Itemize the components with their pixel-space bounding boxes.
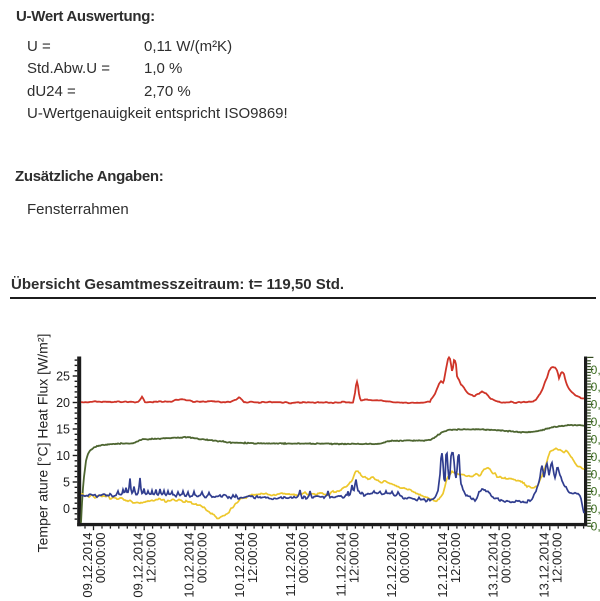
svg-text:12:00:00: 12:00:00	[144, 533, 159, 584]
svg-text:11.12.2014: 11.12.2014	[334, 533, 349, 597]
svg-text:0,0: 0,0	[591, 502, 600, 516]
svg-text:09.12.2014: 09.12.2014	[80, 533, 95, 598]
svg-text:11.12.2014: 11.12.2014	[283, 533, 298, 597]
svg-text:12:00:00: 12:00:00	[347, 533, 362, 584]
svg-text:15: 15	[56, 423, 70, 437]
svg-text:0,0: 0,0	[591, 380, 600, 394]
svg-text:09.12.2014: 09.12.2014	[131, 533, 146, 598]
svg-text:12:00:00: 12:00:00	[448, 533, 463, 584]
svg-text:0,0: 0,0	[591, 398, 600, 412]
svg-text:0,0: 0,0	[591, 450, 600, 464]
svg-text:00:00:00: 00:00:00	[296, 533, 311, 584]
svg-text:25: 25	[56, 370, 70, 384]
svg-text:12.12.2014: 12.12.2014	[384, 533, 399, 598]
svg-text:0,0: 0,0	[591, 415, 600, 429]
svg-text:00:00:00: 00:00:00	[194, 533, 209, 584]
svg-text:00:00:00: 00:00:00	[397, 533, 412, 584]
svg-text:13.12.2014: 13.12.2014	[486, 533, 501, 598]
svg-text:10.12.2014: 10.12.2014	[232, 533, 247, 598]
svg-text:20: 20	[56, 396, 70, 410]
svg-text:12:00:00: 12:00:00	[549, 533, 564, 584]
svg-text:13.12.2014: 13.12.2014	[536, 533, 551, 598]
svg-text:10.12.2014: 10.12.2014	[181, 533, 196, 598]
svg-text:0,0: 0,0	[591, 363, 600, 377]
svg-text:5: 5	[63, 476, 70, 490]
svg-text:0,0: 0,0	[591, 520, 600, 534]
svg-text:10: 10	[56, 449, 70, 463]
svg-text:0,0: 0,0	[591, 467, 600, 481]
svg-text:12:00:00: 12:00:00	[245, 533, 260, 584]
svg-text:0,0: 0,0	[591, 432, 600, 446]
svg-text:0: 0	[63, 502, 70, 516]
svg-text:00:00:00: 00:00:00	[93, 533, 108, 584]
svg-text:Temper ature [°C] Heat Flux [W: Temper ature [°C] Heat Flux [W/m²]	[35, 334, 51, 553]
svg-text:0,0: 0,0	[591, 485, 600, 499]
svg-text:12.12.2014: 12.12.2014	[435, 533, 450, 598]
svg-text:00:00:00: 00:00:00	[499, 533, 514, 584]
